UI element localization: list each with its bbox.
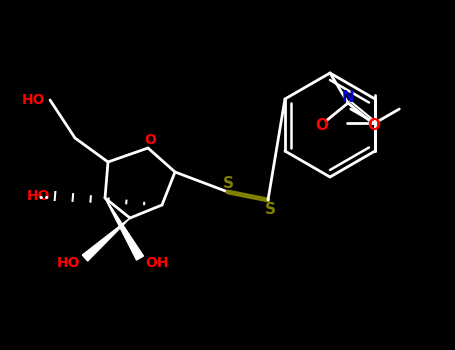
Text: OH: OH: [145, 256, 168, 270]
Text: S: S: [222, 176, 233, 191]
Text: O: O: [144, 133, 156, 147]
Text: ••: ••: [37, 193, 50, 203]
Text: S: S: [264, 203, 275, 217]
Text: O: O: [315, 119, 329, 133]
Polygon shape: [82, 218, 130, 261]
Polygon shape: [105, 198, 143, 260]
Text: O: O: [368, 119, 380, 133]
Text: N: N: [342, 90, 354, 105]
Text: HO: HO: [21, 93, 45, 107]
Text: HO: HO: [56, 256, 80, 270]
Text: HO: HO: [26, 189, 50, 203]
